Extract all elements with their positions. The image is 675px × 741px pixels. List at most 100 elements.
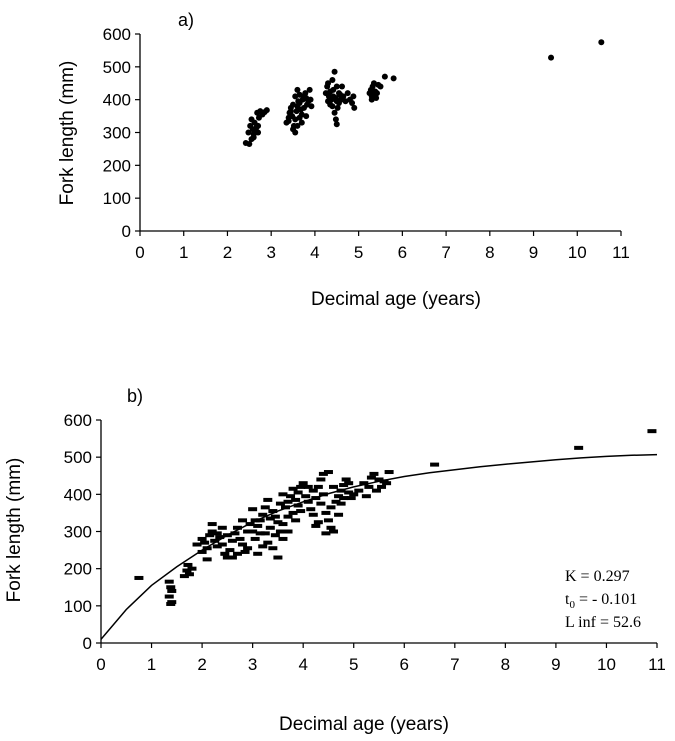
data-point	[246, 140, 253, 147]
data-point	[280, 505, 290, 510]
data-point	[307, 96, 314, 103]
data-point	[215, 535, 225, 540]
x-tick-label: 4	[298, 655, 307, 674]
panel-b-fit-curve	[100, 453, 658, 640]
data-point	[331, 109, 338, 116]
data-point	[287, 108, 294, 115]
y-tick-label: 500	[103, 58, 131, 77]
data-point	[377, 83, 384, 90]
data-point	[293, 490, 303, 495]
data-point	[341, 477, 351, 482]
param-t0: t0 = - 0.101	[565, 591, 637, 611]
data-point	[390, 75, 397, 82]
data-point	[248, 116, 255, 123]
y-tick-label: 100	[103, 189, 131, 208]
data-point	[308, 512, 318, 517]
data-point	[313, 484, 323, 489]
data-point	[258, 544, 268, 549]
data-point	[166, 601, 176, 606]
data-point	[377, 484, 387, 489]
data-point	[268, 546, 278, 551]
data-point	[285, 118, 292, 125]
data-point	[243, 529, 253, 534]
data-point	[326, 525, 336, 530]
data-point	[217, 525, 227, 530]
data-point	[334, 494, 344, 499]
y-tick-label: 300	[103, 124, 131, 143]
x-tick-label: 6	[398, 243, 407, 262]
data-point	[255, 531, 265, 536]
data-point	[384, 470, 394, 475]
data-point	[339, 83, 346, 90]
panel-a: a) 0 100 200 300 400 500 600 0 1 2 3 4 5 6 7 8 9 10 11 De…	[57, 10, 630, 310]
data-point	[340, 93, 347, 100]
y-tick-label: 200	[103, 156, 131, 175]
x-tick-label: 10	[568, 243, 587, 262]
data-point	[232, 525, 242, 530]
data-point	[370, 91, 377, 98]
data-point	[230, 531, 240, 536]
data-point	[291, 518, 301, 523]
panel-b-x-axis-title: Decimal age (years)	[279, 714, 449, 735]
data-point	[366, 475, 376, 480]
data-point	[329, 103, 336, 110]
data-point	[311, 523, 321, 528]
data-point	[265, 525, 275, 530]
y-tick-label: 0	[83, 634, 92, 653]
data-point	[331, 499, 341, 504]
data-point	[332, 116, 339, 123]
data-point	[333, 121, 340, 128]
x-tick-label: 10	[597, 655, 616, 674]
data-point	[255, 518, 265, 523]
param-t0-value: = - 0.101	[575, 591, 637, 608]
data-point	[273, 520, 283, 525]
data-point	[298, 119, 305, 126]
data-point	[270, 533, 280, 538]
data-point	[164, 594, 174, 599]
data-point	[245, 129, 252, 136]
data-point	[248, 507, 258, 512]
data-point	[240, 549, 250, 554]
data-point	[260, 531, 270, 536]
data-point	[250, 536, 260, 541]
data-point	[222, 555, 232, 560]
data-point	[202, 557, 212, 562]
data-point	[235, 536, 245, 541]
panel-a-label: a)	[178, 10, 194, 30]
y-tick-label: 500	[64, 448, 92, 467]
data-point	[225, 548, 235, 553]
data-point	[260, 505, 270, 510]
panel-b-y-ticks: 0 100 200 300 400 500 600	[64, 411, 101, 653]
data-point	[220, 551, 230, 556]
data-point	[647, 429, 657, 434]
data-point	[318, 471, 328, 476]
panel-a-points	[242, 39, 605, 147]
data-point	[296, 509, 306, 514]
data-point	[321, 531, 331, 536]
data-point	[548, 54, 555, 61]
x-tick-label: 3	[248, 655, 257, 674]
data-point	[212, 531, 222, 536]
data-point	[318, 492, 328, 497]
data-point	[359, 481, 369, 486]
data-point	[303, 113, 310, 120]
data-point	[268, 509, 278, 514]
data-point	[313, 520, 323, 525]
data-point	[275, 501, 285, 506]
data-point	[250, 134, 257, 141]
data-point	[283, 529, 293, 534]
panel-b-x-ticks: 0 1 2 3 4 5 6 7 8 9 10 11	[96, 643, 666, 674]
data-point	[349, 492, 359, 497]
data-point	[300, 104, 307, 111]
data-point	[330, 93, 337, 100]
data-point	[344, 490, 354, 495]
panel-b-y-axis-title: Fork length (mm)	[4, 458, 25, 603]
y-tick-label: 600	[64, 411, 92, 430]
data-point	[368, 96, 375, 103]
data-point	[598, 39, 605, 46]
panel-b-parameters: K = 0.297 t0 = - 0.101 L inf = 52.6	[565, 568, 641, 631]
data-point	[298, 481, 308, 486]
panel-a-y-ticks: 0 100 200 300 400 500 600	[103, 25, 140, 241]
x-tick-label: 3	[266, 243, 275, 262]
data-point	[275, 529, 285, 534]
